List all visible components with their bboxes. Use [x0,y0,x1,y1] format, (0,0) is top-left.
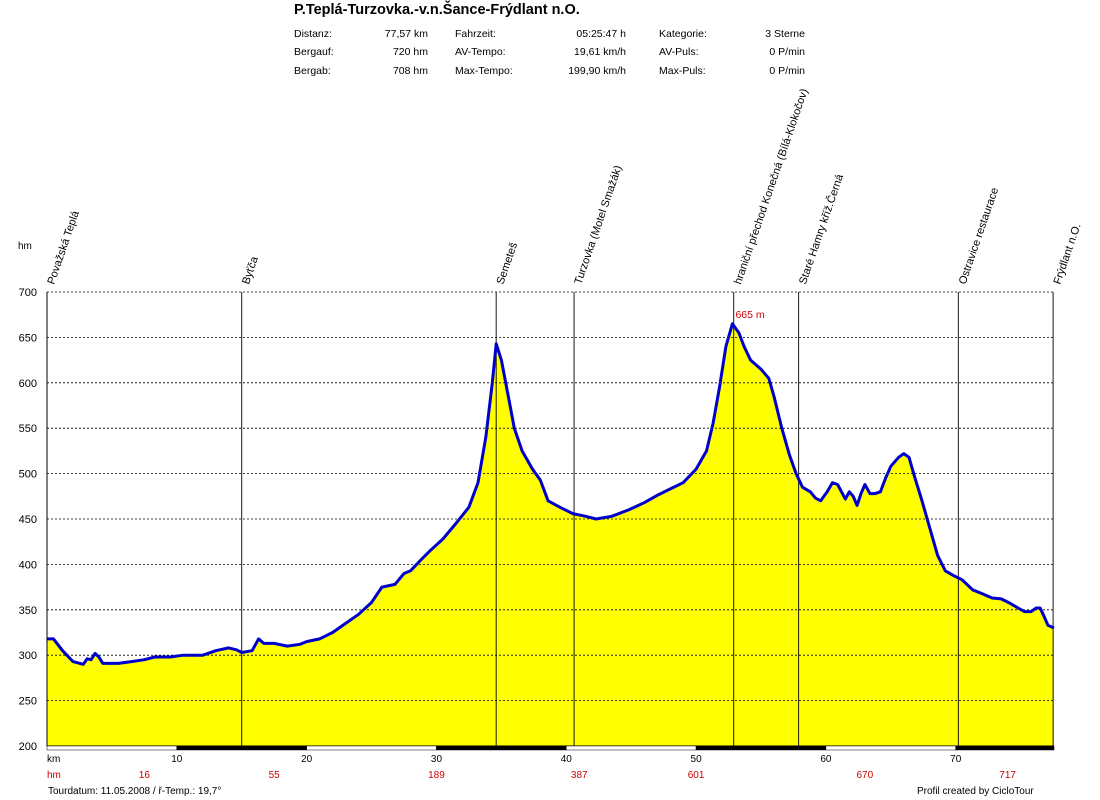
stat-label-fahrzeit: Fahrzeit: [455,28,496,40]
tour-date: Tourdatum: 11.05.2008 / ř-Temp.: 19,7° [48,786,222,797]
hm-row-value-4: 601 [688,770,705,781]
stat-value-fahrzeit: 05:25:47 h [576,28,626,40]
hm-row-value-0: 16 [139,770,151,781]
hm-row-value-3: 387 [571,770,588,781]
waypoint-label-7: Frýdlant n.O. [1052,222,1084,286]
stat-value-distanz: 77,57 km [384,28,428,40]
x-tick-label-20: 20 [301,754,313,765]
waypoint-label-6: Ostravice restaurace [957,186,1001,286]
hm-row-value-2: 189 [428,770,445,781]
distance-band-7 [955,745,1055,751]
stat-label-av-tempo: AV-Tempo: [455,46,506,58]
x-tick-label-60: 60 [820,754,832,765]
waypoint-label-2: Semeteš [495,241,521,286]
stat-label-distanz: Distanz: [294,28,332,40]
stat-label-bergauf: Bergauf: [294,46,334,58]
stat-label-kategorie: Kategorie: [659,28,707,40]
x-tick-label-30: 30 [431,754,443,765]
stat-value-bergauf: 720 hm [392,46,428,58]
y-tick-label-400: 400 [19,559,37,571]
distance-band-5 [695,745,827,751]
distance-band-0 [46,745,178,751]
stat-value-max-puls: 0 P/min [769,65,805,77]
y-tick-label-600: 600 [19,378,37,390]
profile-area [47,323,1054,746]
stat-label-max-puls: Max-Puls: [659,65,706,77]
y-tick-label-650: 650 [19,332,37,344]
x-tick-label-70: 70 [950,754,962,765]
x-tick-label-50: 50 [691,754,703,765]
credit-text: Profil created by CicloTour [917,786,1034,797]
distance-band-2 [306,745,437,751]
waypoint-label-0: Považská Teplá [45,209,82,286]
distance-band-4 [566,745,697,751]
stat-label-av-puls: AV-Puls: [659,46,699,58]
distance-band-1 [176,745,307,751]
hm-row-label: hm [47,770,61,781]
y-tick-label-450: 450 [19,514,37,526]
waypoint-label-1: Byťča [240,254,261,286]
y-tick-label-500: 500 [19,469,37,481]
y-tick-label-250: 250 [19,696,37,708]
hm-row-value-1: 55 [269,770,281,781]
stat-label-max-tempo: Max-Tempo: [455,65,513,77]
hm-row-value-6: 717 [999,770,1016,781]
y-tick-label-550: 550 [19,423,37,435]
x-tick-label-40: 40 [561,754,573,765]
stat-value-kategorie: 3 Sterne [765,28,805,40]
stat-label-bergab: Bergab: [294,65,331,77]
waypoint-label-5: Staré Hamry kříž.Černá [796,172,846,286]
distance-band-3 [436,745,567,751]
waypoint-label-4: hraniční přechod Konečná (Bílá-Klokočov) [732,87,810,286]
y-tick-label-700: 700 [19,287,37,299]
stat-value-av-puls: 0 P/min [769,46,805,58]
y-tick-label-300: 300 [19,650,37,662]
stat-value-av-tempo: 19,61 km/h [574,46,626,58]
x-axis-label: km [47,754,60,765]
stat-value-bergab: 708 hm [392,65,428,77]
y-axis-label: hm [18,241,32,252]
chart-title: P.Teplá-Turzovka.-v.n.Šance-Frýdlant n.O… [294,2,580,18]
y-tick-label-350: 350 [19,605,37,617]
hm-row-value-5: 670 [857,770,874,781]
max-elevation-label: 665 m [735,309,764,321]
profile-line [47,322,1055,666]
distance-band-6 [825,745,956,751]
waypoint-label-3: Turzovka (Motel Smažák) [573,164,625,286]
stat-value-max-tempo: 199,90 km/h [568,65,626,77]
y-tick-label-200: 200 [19,741,37,753]
x-tick-label-10: 10 [171,754,183,765]
